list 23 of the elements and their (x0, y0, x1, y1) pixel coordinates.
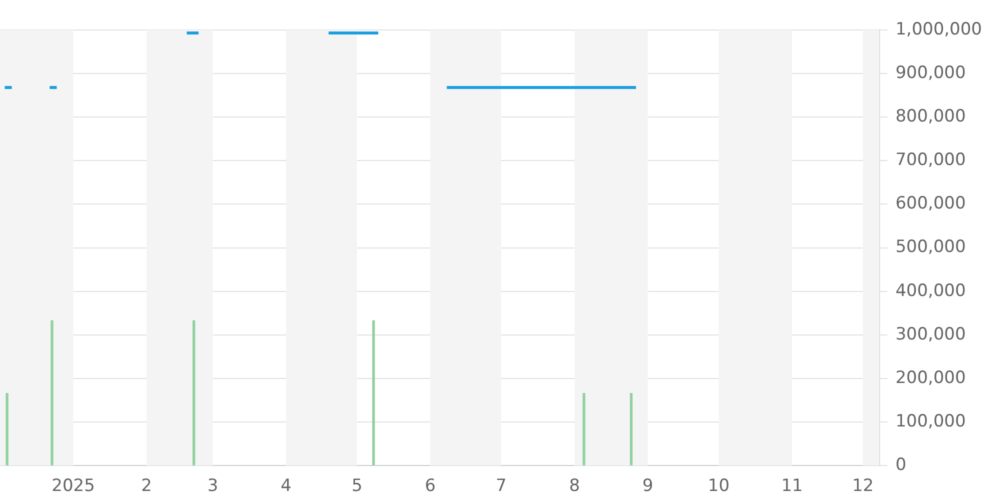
y-tick-label: 200,000 (895, 368, 966, 388)
y-tick-label: 500,000 (895, 237, 966, 258)
x-tick-label: 12 (852, 476, 874, 496)
x-tick-label: 11 (781, 476, 803, 496)
x-tick-label: 7 (496, 476, 507, 496)
x-tick-label: 10 (708, 476, 730, 496)
x-tick-label: 4 (280, 476, 292, 496)
y-tick-label: 600,000 (895, 194, 966, 214)
x-tick-label: 3 (207, 476, 218, 496)
y-tick-label: 300,000 (895, 324, 966, 344)
x-tick-label: 2 (141, 476, 152, 496)
y-tick-label: 100,000 (895, 411, 966, 432)
y-tick-label: 400,000 (895, 280, 966, 301)
y-tick-label: 900,000 (895, 62, 966, 83)
y-tick-label: 800,000 (895, 106, 966, 127)
x-tick-label: 9 (642, 476, 654, 496)
y-tick-label: 1,000,000 (895, 19, 982, 40)
x-tick-label: 5 (352, 476, 362, 496)
y-tick-label: 0 (895, 455, 906, 476)
x-tick-label: 2025 (52, 476, 95, 496)
y-tick-label: 700,000 (895, 150, 966, 170)
x-tick-label: 8 (569, 476, 580, 496)
x-tick-label: 6 (424, 476, 436, 496)
